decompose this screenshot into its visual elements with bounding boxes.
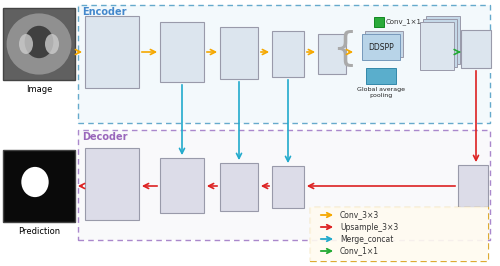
Bar (220, 163, 258, 211)
Bar (365, 31, 403, 57)
Bar (272, 166, 304, 208)
Bar (160, 158, 204, 213)
Ellipse shape (45, 34, 59, 54)
Ellipse shape (22, 167, 48, 197)
Bar (318, 34, 346, 74)
Text: Conv_3×3: Conv_3×3 (340, 210, 380, 219)
Bar (461, 30, 491, 68)
Text: Decoder: Decoder (82, 132, 128, 142)
Ellipse shape (19, 34, 33, 54)
Bar (366, 68, 396, 84)
Bar (160, 22, 204, 82)
Bar (272, 31, 304, 77)
Text: Conv_1×1: Conv_1×1 (340, 247, 379, 256)
Bar (78, 130, 490, 240)
Text: {: { (332, 29, 357, 67)
Bar (374, 17, 384, 27)
Ellipse shape (6, 13, 71, 74)
Text: Encoder: Encoder (82, 7, 126, 17)
Bar (420, 22, 454, 70)
Text: Image: Image (26, 85, 52, 94)
Bar (78, 5, 490, 123)
Bar (310, 207, 488, 261)
Bar (3, 8, 75, 80)
Text: DDSPP: DDSPP (368, 43, 394, 52)
Text: Prediction: Prediction (18, 227, 60, 236)
Text: Conv_1×1: Conv_1×1 (386, 19, 422, 25)
Text: Global average
pooling: Global average pooling (357, 87, 405, 98)
Bar (458, 165, 488, 207)
Bar (85, 148, 139, 220)
Text: Merge_concat: Merge_concat (340, 235, 394, 243)
Ellipse shape (24, 26, 54, 58)
Bar (310, 207, 488, 261)
Bar (220, 27, 258, 79)
Text: Upsample_3×3: Upsample_3×3 (340, 222, 398, 231)
Bar (423, 19, 457, 67)
Bar (78, 5, 490, 123)
Bar (426, 16, 460, 64)
Bar (362, 34, 400, 60)
Bar (78, 130, 490, 240)
Bar (3, 150, 75, 222)
Bar (85, 16, 139, 88)
